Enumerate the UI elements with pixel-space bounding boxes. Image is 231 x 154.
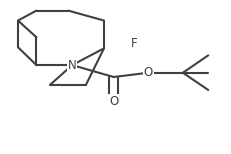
Text: O: O (109, 95, 118, 108)
Text: N: N (67, 59, 76, 72)
Text: F: F (131, 37, 137, 50)
Text: O: O (143, 66, 152, 79)
